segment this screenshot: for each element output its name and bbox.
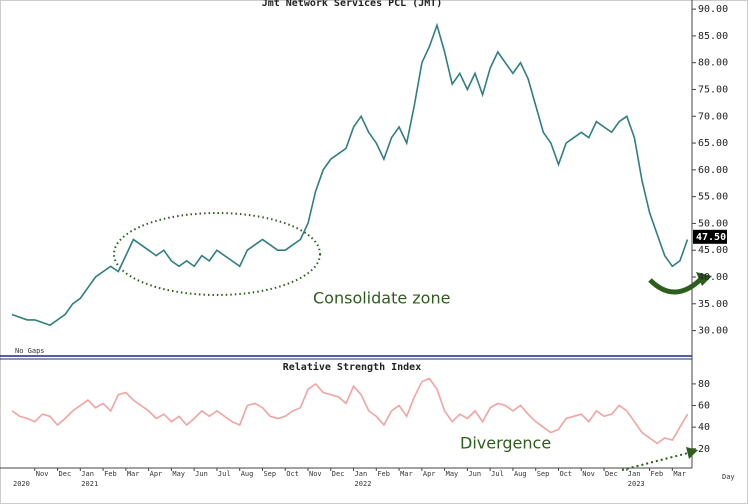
x-tick-label: Feb (104, 470, 117, 478)
y-tick-label: 55.00 (698, 192, 728, 203)
y-tick-label: 20 (698, 444, 710, 455)
x-tick-label: Aug (514, 470, 527, 478)
year-label: 2022 (355, 480, 372, 488)
x-tick-label: Feb (377, 470, 390, 478)
x-tick-label: Jun (195, 470, 208, 478)
y-tick-label: 40 (698, 422, 710, 433)
x-tick-label: Dec (605, 470, 618, 478)
consolidation-ellipse (113, 212, 321, 296)
x-tick-label: Jan (81, 470, 94, 478)
x-tick-label: Apr (150, 470, 163, 478)
annotation: Consolidate zone (313, 289, 450, 308)
x-tick-label: Mar (127, 470, 140, 478)
y-tick-label: 60 (698, 401, 710, 412)
year-label: 2020 (13, 480, 30, 488)
x-axis-label: Day (722, 473, 735, 481)
x-tick-label: Nov (36, 470, 49, 478)
price-marker-label: 47.50 (696, 232, 726, 243)
annotation: Divergence (460, 434, 551, 453)
x-tick-label: Nov (582, 470, 595, 478)
x-tick-label: Aug (241, 470, 254, 478)
x-tick-label: Jan (355, 470, 368, 478)
series-line (11, 22, 689, 327)
x-tick-label: Apr (423, 470, 436, 478)
x-tick-label: Sep (537, 470, 550, 478)
series-line (11, 377, 689, 445)
x-tick-label: Mar (673, 470, 686, 478)
y-tick-label: 35.00 (698, 299, 728, 310)
x-tick-label: Feb (651, 470, 664, 478)
chart-title: Jmt Network Services PCL (JMT) (262, 0, 443, 9)
x-tick-label: Jul (218, 470, 231, 478)
x-tick-label: Oct (559, 470, 572, 478)
y-tick-label: 85.00 (698, 31, 728, 42)
x-tick-label: Jul (491, 470, 504, 478)
y-tick-label: 75.00 (698, 84, 728, 95)
y-tick-label: 45.00 (698, 245, 728, 256)
gap-note: No Gaps (15, 347, 45, 355)
y-tick-label: 90.00 (698, 4, 728, 15)
price-marker (693, 229, 727, 244)
year-label: 2023 (628, 480, 645, 488)
y-tick-label: 80.00 (698, 58, 728, 69)
arc-arrow (648, 276, 704, 295)
x-tick-label: Oct (286, 470, 299, 478)
x-tick-label: Jun (468, 470, 481, 478)
x-tick-label: Nov (309, 470, 322, 478)
y-tick-label: 50.00 (698, 218, 728, 229)
x-tick-label: May (172, 470, 185, 478)
x-tick-label: Dec (59, 470, 72, 478)
y-tick-label: 80 (698, 379, 710, 390)
y-tick-label: 70.00 (698, 111, 728, 122)
y-tick-label: 65.00 (698, 138, 728, 149)
divergence-arrow (621, 452, 689, 471)
x-tick-label: May (446, 470, 459, 478)
x-tick-label: Dec (332, 470, 345, 478)
x-tick-label: Mar (400, 470, 413, 478)
y-tick-label: 40.00 (698, 272, 728, 283)
arrow-head (686, 447, 698, 459)
x-tick-label: Sep (263, 470, 276, 478)
year-label: 2021 (81, 480, 98, 488)
y-tick-label: 30.00 (698, 326, 728, 337)
panel-title: Relative Strength Index (283, 361, 421, 373)
arrow-head (696, 272, 712, 286)
y-tick-label: 60.00 (698, 165, 728, 176)
x-tick-label: Jan (628, 470, 641, 478)
